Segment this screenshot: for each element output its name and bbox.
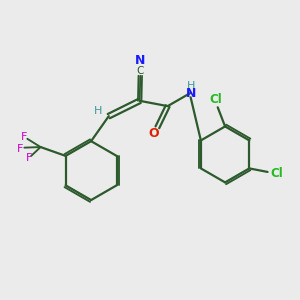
Text: Cl: Cl	[271, 167, 284, 180]
Text: C: C	[136, 66, 144, 76]
Text: H: H	[93, 106, 102, 116]
Text: F: F	[21, 132, 28, 142]
Text: H: H	[186, 81, 195, 92]
Text: F: F	[17, 143, 24, 154]
Text: Cl: Cl	[210, 93, 223, 106]
Text: O: O	[148, 127, 159, 140]
Text: N: N	[185, 87, 196, 100]
Text: F: F	[26, 153, 32, 163]
Text: N: N	[135, 54, 146, 67]
